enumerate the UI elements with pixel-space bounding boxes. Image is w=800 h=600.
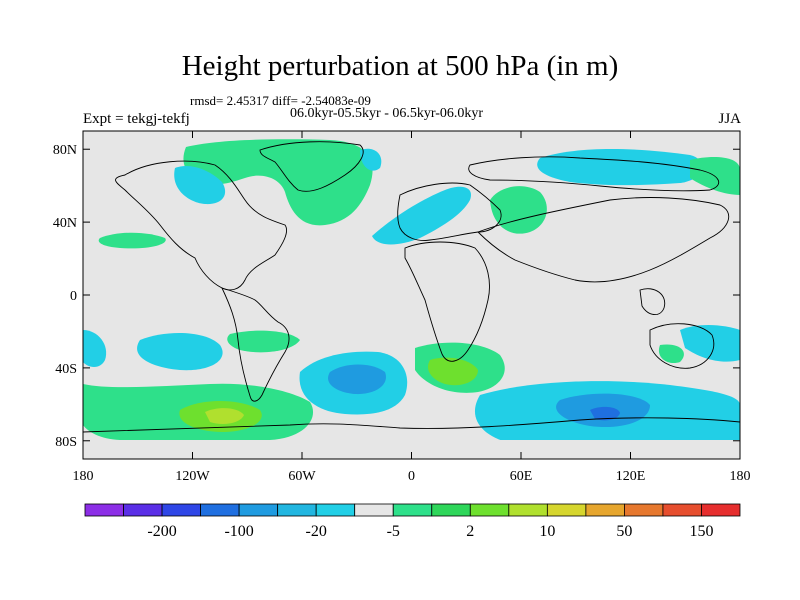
colorbar-label: -100 <box>224 523 253 540</box>
contour-south-pacific-negative <box>137 333 223 371</box>
contour-nz-positive <box>658 344 684 364</box>
contour-fills <box>83 139 740 459</box>
colorbar-swatch <box>277 503 317 517</box>
australia-coast <box>649 323 715 369</box>
colorbar: -200 -100 -20 -5 2 10 50 150 <box>84 503 741 540</box>
lon-tick-label: 120E <box>616 469 646 484</box>
colorbar-swatch <box>238 503 279 517</box>
colorbar-label: -200 <box>147 523 176 540</box>
colorbar-swatch <box>662 503 702 517</box>
colorbar-swatch <box>508 503 548 517</box>
colorbar-swatch <box>84 503 124 517</box>
colorbar-swatch <box>469 503 510 517</box>
colorbar-swatch <box>392 503 433 517</box>
colorbar-swatch <box>546 503 587 517</box>
antarctica-coast <box>83 417 740 433</box>
lat-tick-label: 40S <box>55 362 77 377</box>
colorbar-swatch <box>200 503 240 517</box>
lon-tick-label: 120W <box>175 469 210 484</box>
colorbar-label: 150 <box>689 523 713 540</box>
lon-tick-label: 60W <box>288 469 316 484</box>
contour-siberia-positive <box>490 186 547 234</box>
lon-tick-label: 180 <box>730 469 751 484</box>
south-america-coast <box>221 287 290 402</box>
colorbar-label: 50 <box>616 523 632 540</box>
colorbar-swatch <box>315 503 356 517</box>
contour-sw-pacific-negative <box>83 330 107 367</box>
colorbar-label: 2 <box>466 523 474 540</box>
lon-tick-label: 0 <box>408 469 415 484</box>
stats-label: rmsd= 2.45317 diff= -2.54083e-09 <box>190 93 371 108</box>
colorbar-label: -5 <box>387 523 400 540</box>
asia-coast <box>477 197 730 283</box>
lat-tick-label: 40N <box>53 216 77 231</box>
indonesia-coast <box>639 288 666 315</box>
lat-tick-label: 0 <box>70 289 77 304</box>
contour-south-pacific-positive <box>227 330 300 353</box>
siberia-coast <box>468 156 720 192</box>
plot-title: Height perturbation at 500 hPa (in m) <box>181 50 619 82</box>
axis-ticks: 80N 40N 0 40S 80S 180 120W 60W 0 60E 120E 180 <box>53 131 751 484</box>
lat-tick-label: 80S <box>55 435 77 450</box>
colorbar-swatch <box>585 503 625 517</box>
contour-south-africa-strong-positive <box>427 357 478 386</box>
period-label: 06.0kyr-05.5kyr - 06.5kyr-06.0kyr <box>290 106 484 121</box>
coastlines <box>83 141 740 433</box>
season-label: JJA <box>718 111 741 127</box>
africa-coast <box>404 241 490 362</box>
colorbar-swatch <box>123 503 163 517</box>
lat-tick-label: 80N <box>53 143 77 158</box>
contour-nw-atlantic-negative <box>174 165 226 205</box>
contour-southern-ocean-core <box>590 406 620 421</box>
greenland-coast <box>259 141 364 192</box>
map-area <box>83 131 740 459</box>
north-america-coast <box>115 160 287 291</box>
colorbar-swatch <box>624 503 664 517</box>
contour-europe-negative <box>372 186 471 245</box>
contour-amundsen-sea-core <box>205 408 244 424</box>
colorbar-swatch <box>161 503 201 517</box>
contour-antarctic-neutral <box>83 440 740 459</box>
colorbar-swatch <box>431 503 471 517</box>
contour-tasman-negative <box>680 325 740 362</box>
lon-tick-label: 180 <box>73 469 94 484</box>
contour-greenland-positive <box>183 139 373 226</box>
contour-arctic-negative <box>537 149 703 186</box>
colorbar-label: -20 <box>306 523 327 540</box>
colorbar-label: 10 <box>539 523 555 540</box>
experiment-label: Expt = tekgj-tekfj <box>83 111 190 127</box>
contour-north-atlantic-negative <box>360 148 382 171</box>
contour-south-atlantic-strong-negative <box>328 364 386 395</box>
colorbar-swatch <box>701 503 741 517</box>
lon-tick-label: 60E <box>510 469 533 484</box>
contour-north-pacific-positive <box>98 232 166 249</box>
colorbar-swatch <box>354 503 394 517</box>
